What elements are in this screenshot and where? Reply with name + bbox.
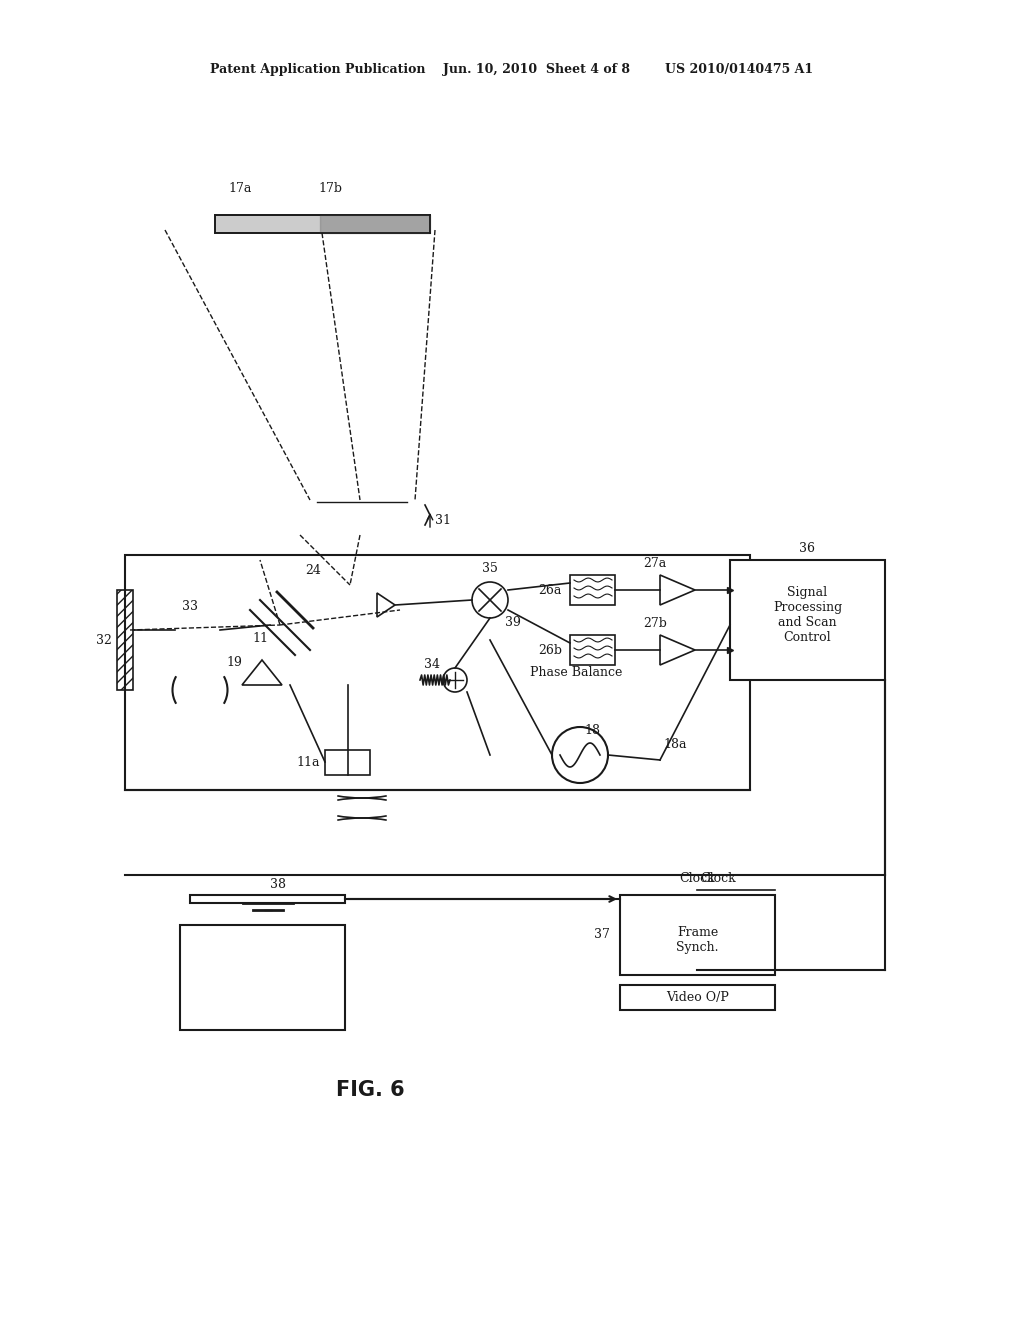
Text: 11a: 11a <box>297 755 319 768</box>
Bar <box>730 560 885 680</box>
Bar <box>620 895 775 975</box>
Text: Frame
Synch.: Frame Synch. <box>676 927 719 954</box>
Text: 11: 11 <box>252 632 268 645</box>
Bar <box>570 635 615 665</box>
Text: 33: 33 <box>182 601 198 612</box>
Text: 35: 35 <box>482 562 498 576</box>
Bar <box>215 215 430 234</box>
Circle shape <box>472 582 508 618</box>
Text: 17b: 17b <box>318 182 342 195</box>
Text: 31: 31 <box>435 513 451 527</box>
Bar <box>620 985 775 1010</box>
Bar <box>570 576 615 605</box>
Bar <box>180 925 345 1030</box>
Text: 26b: 26b <box>538 644 562 656</box>
Text: 18: 18 <box>584 723 600 737</box>
Text: 24: 24 <box>305 564 321 577</box>
Bar <box>125 554 750 789</box>
Text: Video O/P: Video O/P <box>666 990 729 1003</box>
Text: 36: 36 <box>800 543 815 554</box>
Text: 26a: 26a <box>539 583 562 597</box>
Text: 27b: 27b <box>643 616 667 630</box>
Text: Clock: Clock <box>680 873 716 884</box>
Circle shape <box>443 668 467 692</box>
Text: 18a: 18a <box>663 738 686 751</box>
Text: Clock: Clock <box>700 871 736 884</box>
Text: Phase Balance: Phase Balance <box>530 667 623 680</box>
Text: 34: 34 <box>424 659 440 672</box>
Bar <box>190 895 345 903</box>
Text: 38: 38 <box>270 879 286 891</box>
Text: 27a: 27a <box>643 557 667 570</box>
Text: 17a: 17a <box>228 182 252 195</box>
Text: 39: 39 <box>505 615 521 628</box>
Bar <box>325 750 370 775</box>
Text: 37: 37 <box>594 928 610 941</box>
Polygon shape <box>660 635 695 665</box>
Polygon shape <box>242 660 282 685</box>
Text: 19: 19 <box>226 656 242 668</box>
Text: 32: 32 <box>96 634 112 647</box>
Text: Patent Application Publication    Jun. 10, 2010  Sheet 4 of 8        US 2010/014: Patent Application Publication Jun. 10, … <box>211 63 813 77</box>
Polygon shape <box>660 576 695 605</box>
Text: FIG. 6: FIG. 6 <box>336 1080 404 1100</box>
Bar <box>117 590 133 690</box>
Polygon shape <box>377 593 395 616</box>
Circle shape <box>552 727 608 783</box>
Text: Signal
Processing
and Scan
Control: Signal Processing and Scan Control <box>773 586 842 644</box>
